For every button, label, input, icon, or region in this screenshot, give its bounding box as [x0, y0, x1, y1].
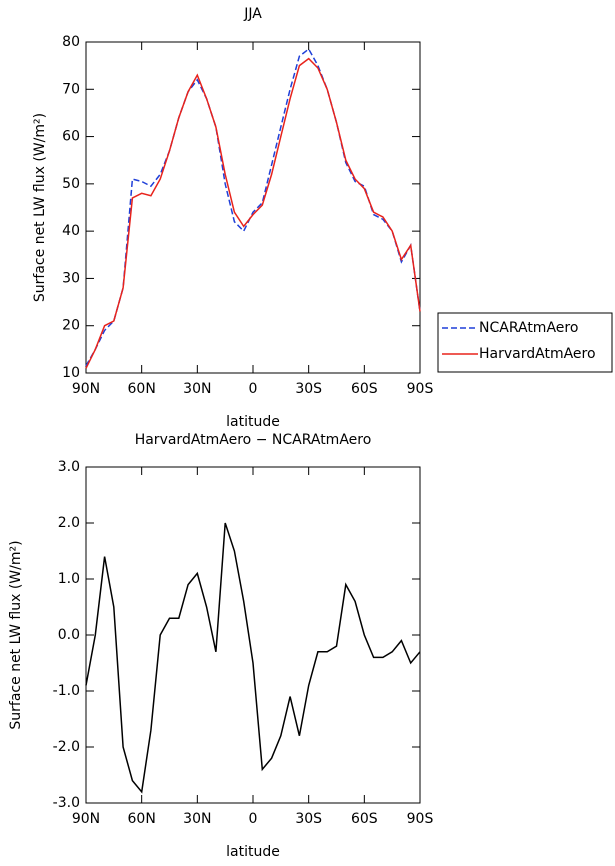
chart-title: HarvardAtmAero − NCARAtmAero [135, 432, 372, 448]
y-tick-label: -3.0 [53, 795, 80, 811]
x-axis-label: latitude [226, 414, 280, 430]
x-tick-label: 90S [407, 381, 434, 397]
chart-title: JJA [243, 6, 262, 22]
y-tick-label: 50 [62, 176, 80, 192]
legend-label: HarvardAtmAero [479, 346, 596, 362]
y-axis-label: Surface net LW flux (W/m²) [8, 540, 24, 729]
y-tick-label: 3.0 [58, 459, 80, 475]
x-tick-label: 60S [351, 811, 378, 827]
x-tick-label: 90S [407, 811, 434, 827]
y-tick-label: -1.0 [53, 683, 80, 699]
x-tick-label: 60S [351, 381, 378, 397]
data-line [85, 47, 421, 367]
y-tick-label: 30 [62, 270, 80, 286]
data-line [85, 522, 421, 794]
y-axis-label: Surface net LW flux (W/m²) [32, 113, 48, 302]
y-tick-label: 60 [62, 129, 80, 145]
plot-frame [85, 466, 421, 804]
legend-label: NCARAtmAero [479, 320, 578, 336]
y-tick-label: 40 [62, 223, 80, 239]
x-tick-label: 30S [295, 811, 322, 827]
x-tick-label: 60N [128, 381, 156, 397]
x-tick-label: 60N [128, 811, 156, 827]
x-tick-label: 0 [249, 811, 258, 827]
x-tick-label: 30S [295, 381, 322, 397]
plot-frame [85, 41, 421, 374]
y-tick-label: 1.0 [58, 571, 80, 587]
y-tick-label: 20 [62, 318, 80, 334]
x-tick-label: 90N [72, 381, 100, 397]
y-tick-label: 10 [62, 365, 80, 381]
x-tick-label: 0 [249, 381, 258, 397]
y-tick-label: 2.0 [58, 515, 80, 531]
y-tick-label: 0.0 [58, 627, 80, 643]
y-tick-label: 80 [62, 34, 80, 50]
x-tick-label: 30N [183, 811, 211, 827]
x-tick-label: 90N [72, 811, 100, 827]
y-tick-label: -2.0 [53, 739, 80, 755]
x-tick-label: 30N [183, 381, 211, 397]
legend-box [437, 312, 613, 373]
y-tick-label: 70 [62, 81, 80, 97]
data-line [85, 57, 421, 369]
x-axis-label: latitude [226, 844, 280, 860]
